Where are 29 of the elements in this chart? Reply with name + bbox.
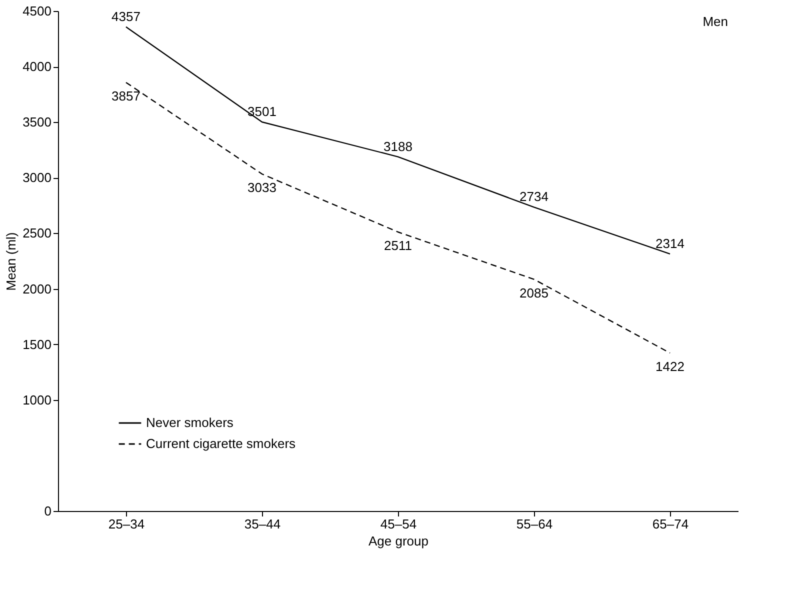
data-label: 2511 <box>384 238 412 253</box>
legend-label: Current cigarette smokers <box>146 436 296 451</box>
y-tick-label: 1000 <box>22 392 52 408</box>
y-tick-label: 1500 <box>22 336 52 352</box>
data-label: 3857 <box>112 88 140 104</box>
x-axis-title: Age group <box>368 534 428 548</box>
data-label: 4357 <box>112 8 140 24</box>
y-tick-label: 2500 <box>22 226 52 241</box>
data-label: 1422 <box>656 359 684 374</box>
annotation: Men <box>702 14 728 29</box>
x-tick-label: 55–64 <box>516 516 553 532</box>
x-tick-label: 25–34 <box>108 516 145 532</box>
y-tick-label: 3500 <box>22 114 52 130</box>
data-label: 2734 <box>520 189 548 204</box>
data-label: 2314 <box>656 236 684 251</box>
data-label: 3501 <box>248 104 276 119</box>
y-tick-label: 3000 <box>22 170 52 186</box>
y-tick-label: 4500 <box>22 4 52 18</box>
data-label: 3033 <box>248 180 276 195</box>
legend-label: Never smokers <box>146 415 234 430</box>
x-tick-label: 45–54 <box>380 516 417 532</box>
x-tick-label: 35–44 <box>244 516 281 532</box>
y-axis-title: Mean (ml) <box>4 232 19 291</box>
y-tick-label: 0 <box>44 504 52 518</box>
x-tick-label: 65–74 <box>652 516 689 532</box>
data-label: 3188 <box>384 138 412 154</box>
y-tick-label: 4000 <box>22 59 52 74</box>
y-tick-label: 2000 <box>22 281 52 296</box>
data-label: 2085 <box>520 285 548 300</box>
